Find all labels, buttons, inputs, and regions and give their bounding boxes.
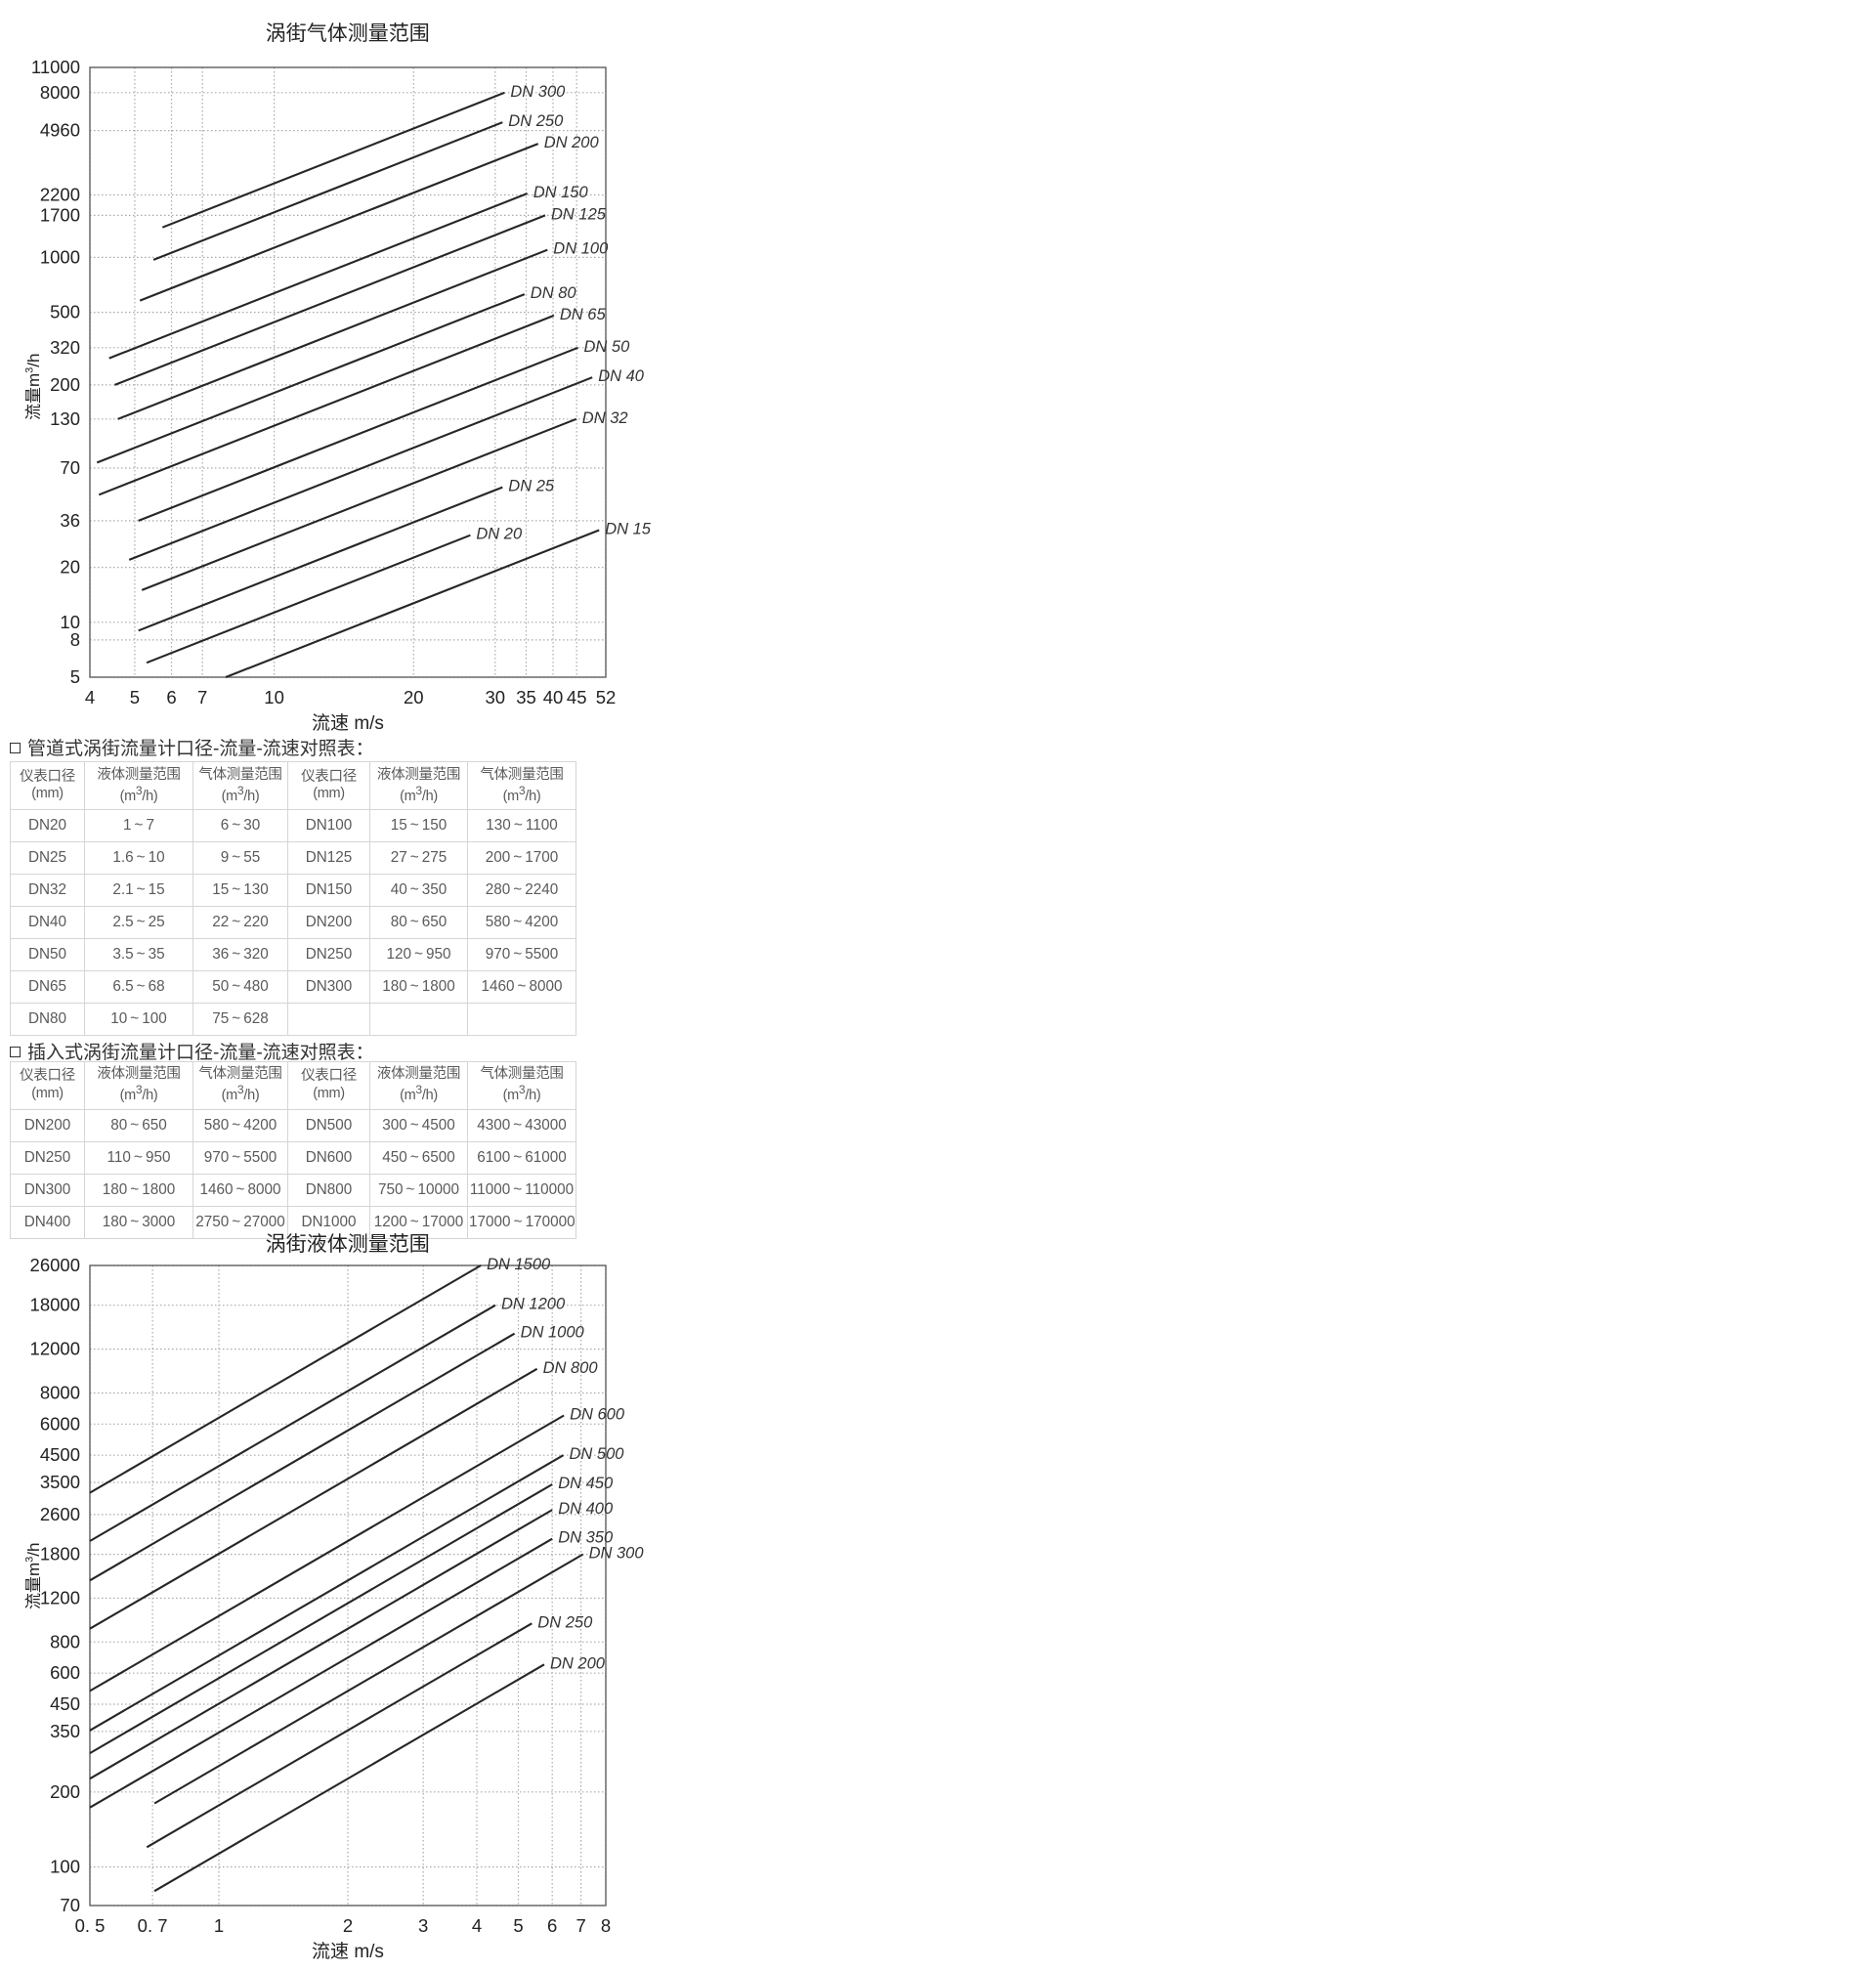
svg-text:流速 m/s: 流速 m/s — [312, 1941, 384, 1962]
svg-text:70: 70 — [60, 457, 80, 478]
svg-text:DN 250: DN 250 — [537, 1613, 593, 1631]
svg-text:350: 350 — [50, 1721, 80, 1741]
svg-text:1: 1 — [214, 1915, 224, 1936]
svg-text:3: 3 — [418, 1915, 428, 1936]
svg-text:30: 30 — [485, 687, 505, 707]
svg-text:800: 800 — [50, 1631, 80, 1651]
svg-text:1000: 1000 — [40, 247, 80, 268]
svg-text:1700: 1700 — [40, 205, 80, 226]
svg-text:8: 8 — [601, 1915, 611, 1936]
svg-text:DN 200: DN 200 — [550, 1654, 606, 1672]
svg-text:4960: 4960 — [40, 120, 80, 141]
svg-text:DN 25: DN 25 — [508, 478, 555, 495]
svg-text:1200: 1200 — [40, 1587, 80, 1607]
svg-text:DN 40: DN 40 — [598, 367, 645, 385]
svg-text:DN 300: DN 300 — [510, 83, 566, 101]
svg-text:7: 7 — [576, 1915, 585, 1936]
svg-text:DN 80: DN 80 — [531, 284, 577, 302]
svg-text:DN 400: DN 400 — [558, 1500, 614, 1518]
svg-text:流速 m/s: 流速 m/s — [312, 712, 384, 734]
svg-text:DN 350: DN 350 — [558, 1528, 614, 1546]
svg-text:DN 1000: DN 1000 — [520, 1323, 584, 1341]
svg-text:7: 7 — [197, 687, 207, 707]
svg-text:1800: 1800 — [40, 1543, 80, 1564]
svg-text:2600: 2600 — [40, 1504, 80, 1524]
svg-text:DN 65: DN 65 — [560, 306, 607, 323]
svg-text:600: 600 — [50, 1662, 80, 1683]
svg-text:DN 15: DN 15 — [605, 521, 652, 538]
svg-text:DN 32: DN 32 — [582, 409, 628, 427]
svg-text:5: 5 — [513, 1915, 523, 1936]
svg-text:6000: 6000 — [40, 1413, 80, 1434]
svg-text:2: 2 — [343, 1915, 353, 1936]
svg-text:35: 35 — [516, 687, 536, 707]
svg-text:DN 200: DN 200 — [544, 134, 600, 151]
svg-text:0. 5: 0. 5 — [74, 1915, 105, 1936]
svg-text:18000: 18000 — [29, 1294, 79, 1314]
svg-text:DN 150: DN 150 — [533, 184, 589, 201]
svg-text:DN 1500: DN 1500 — [487, 1256, 551, 1273]
svg-text:10: 10 — [264, 687, 284, 707]
svg-text:DN 100: DN 100 — [553, 240, 609, 258]
svg-text:8000: 8000 — [40, 1382, 80, 1402]
svg-text:DN 600: DN 600 — [570, 1405, 625, 1423]
svg-text:52: 52 — [596, 687, 617, 707]
svg-text:200: 200 — [50, 1781, 80, 1802]
svg-text:DN 450: DN 450 — [558, 1475, 614, 1492]
svg-text:4: 4 — [472, 1915, 482, 1936]
svg-text:DN 800: DN 800 — [542, 1359, 598, 1377]
svg-text:500: 500 — [50, 302, 80, 322]
svg-text:DN 20: DN 20 — [476, 526, 523, 543]
svg-text:4: 4 — [85, 687, 95, 707]
svg-text:DN 300: DN 300 — [588, 1544, 644, 1562]
svg-text:130: 130 — [50, 408, 80, 429]
svg-text:45: 45 — [567, 687, 587, 707]
svg-text:5: 5 — [70, 666, 80, 687]
svg-text:450: 450 — [50, 1693, 80, 1714]
svg-text:3500: 3500 — [40, 1472, 80, 1492]
svg-text:11000: 11000 — [31, 58, 80, 77]
svg-text:DN 250: DN 250 — [508, 112, 564, 130]
svg-text:2200: 2200 — [40, 185, 80, 205]
svg-text:6: 6 — [166, 687, 176, 707]
svg-text:200: 200 — [50, 374, 80, 395]
svg-text:DN 125: DN 125 — [551, 206, 607, 224]
svg-text:6: 6 — [547, 1915, 557, 1936]
svg-text:DN 1200: DN 1200 — [501, 1295, 566, 1312]
svg-text:20: 20 — [60, 557, 80, 578]
svg-text:40: 40 — [543, 687, 564, 707]
svg-text:320: 320 — [50, 337, 80, 358]
svg-text:8: 8 — [70, 629, 80, 650]
svg-text:DN 500: DN 500 — [569, 1445, 624, 1463]
svg-text:26000: 26000 — [29, 1256, 79, 1275]
svg-text:DN 50: DN 50 — [583, 338, 630, 356]
svg-text:36: 36 — [60, 510, 80, 531]
svg-text:20: 20 — [404, 687, 424, 707]
svg-text:12000: 12000 — [29, 1338, 79, 1358]
svg-text:4500: 4500 — [40, 1444, 80, 1465]
svg-text:100: 100 — [50, 1856, 80, 1876]
svg-text:5: 5 — [130, 687, 140, 707]
svg-text:0. 7: 0. 7 — [137, 1915, 167, 1936]
svg-text:8000: 8000 — [40, 82, 80, 103]
svg-text:70: 70 — [60, 1895, 80, 1915]
